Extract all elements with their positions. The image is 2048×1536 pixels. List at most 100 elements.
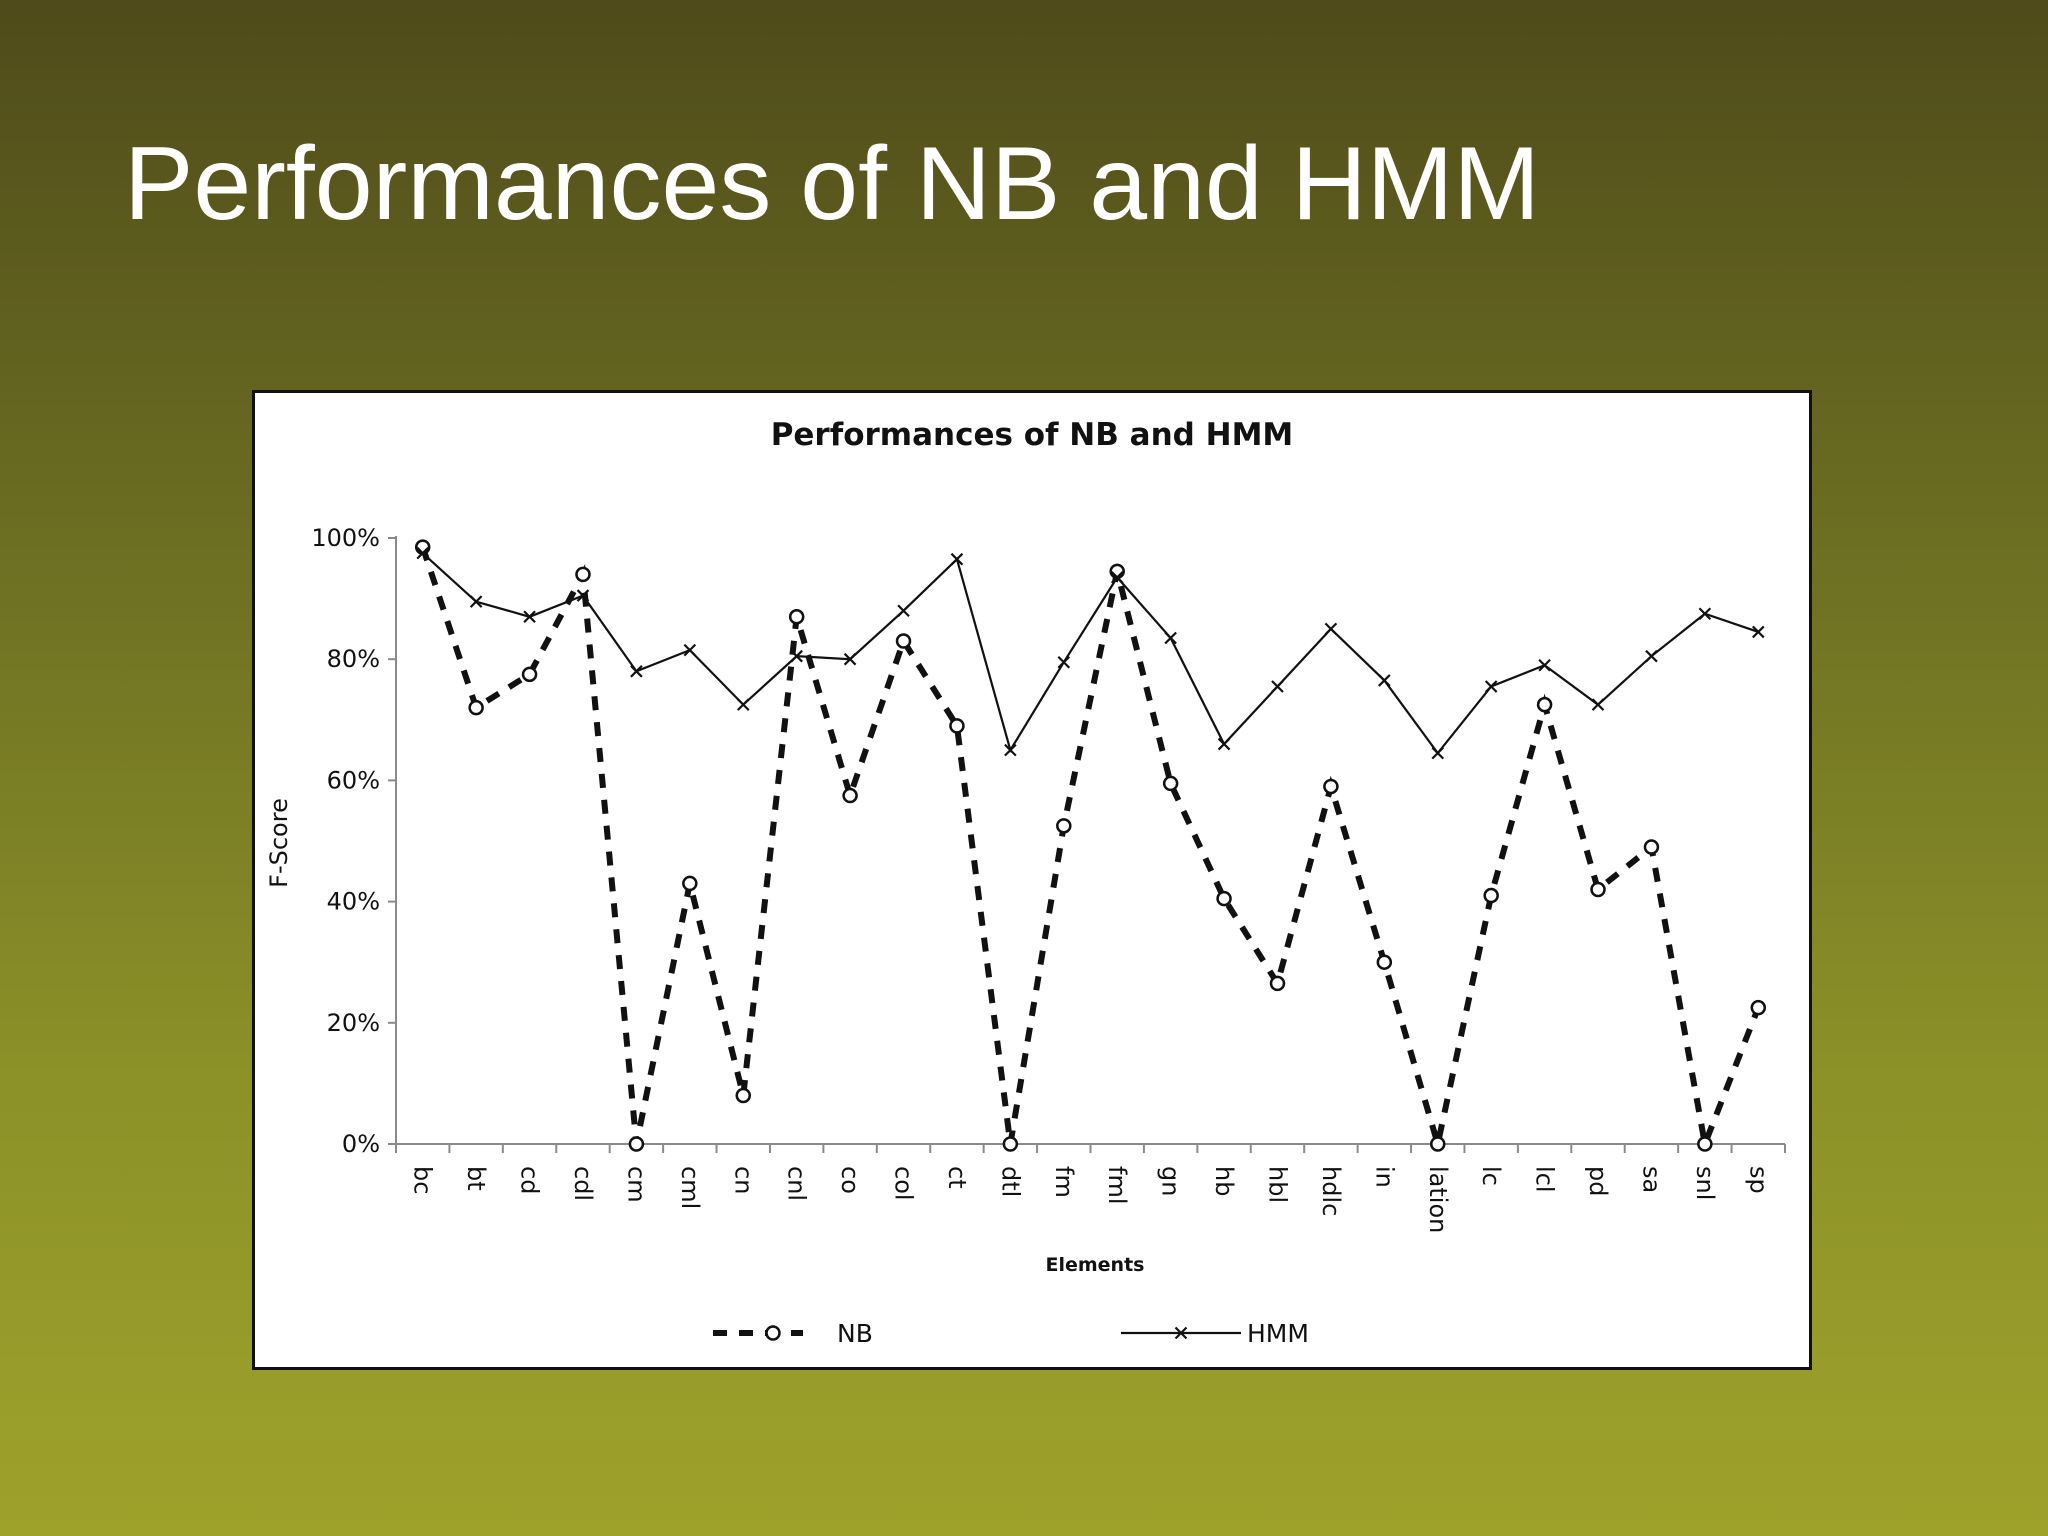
- hmm-point: [736, 698, 750, 711]
- hmm-point: [523, 610, 536, 624]
- nb-point: [788, 609, 805, 625]
- y-tick-label: 80%: [327, 645, 380, 673]
- x-tick-label: lcl: [1531, 1166, 1559, 1193]
- line-chart: Performances of NB and HMM F-Score Eleme…: [265, 417, 1786, 1348]
- hmm-point: [1698, 607, 1712, 621]
- x-tick-label: ct: [943, 1166, 971, 1189]
- x-tick-label: in: [1370, 1166, 1398, 1188]
- x-tick-label: hb: [1210, 1166, 1238, 1196]
- x-tick-label: col: [890, 1166, 918, 1201]
- y-tick-label: 40%: [327, 888, 380, 916]
- nb-point: [1697, 1136, 1713, 1152]
- chart-panel: Performances of NB and HMM F-Score Eleme…: [252, 390, 1812, 1370]
- x-tick-label: cn: [729, 1166, 757, 1194]
- x-tick-label: gn: [1157, 1166, 1185, 1196]
- nb-point: [1750, 999, 1767, 1016]
- x-tick-label: dtl: [996, 1166, 1024, 1197]
- nb-point: [1430, 1136, 1446, 1152]
- nb-point: [1643, 839, 1660, 855]
- x-tick-label: sa: [1637, 1166, 1665, 1193]
- nb-point: [735, 1087, 751, 1104]
- legend-hmm-marker: [1174, 1326, 1188, 1340]
- hmm-point: [1004, 743, 1017, 757]
- hmm-point: [416, 546, 429, 560]
- hmm-point: [1057, 655, 1071, 669]
- x-tick-label: snl: [1691, 1166, 1719, 1200]
- y-tick-label: 60%: [327, 766, 380, 794]
- legend-hmm-label: HMM: [1247, 1319, 1309, 1348]
- hmm-point: [683, 643, 697, 657]
- x-tick-label: cml: [676, 1166, 704, 1209]
- x-tick-label: bc: [409, 1166, 437, 1194]
- nb-point: [1056, 818, 1072, 834]
- hmm-point: [950, 552, 964, 566]
- x-axis-label: Elements: [1046, 1254, 1145, 1276]
- series-hmm-line: [421, 552, 1759, 755]
- y-tick-label: 0%: [342, 1130, 380, 1158]
- nb-point: [895, 633, 912, 649]
- series-nb-line: [419, 546, 1762, 1155]
- series-nb: [414, 539, 1767, 1155]
- hmm-point: [576, 589, 590, 602]
- hmm-point: [1110, 571, 1124, 584]
- hmm-point: [1591, 698, 1605, 711]
- nb-point: [575, 566, 591, 583]
- series-layer: [414, 539, 1767, 1155]
- nb-point: [1269, 975, 1286, 992]
- x-tick-label: sp: [1744, 1166, 1772, 1194]
- x-tick-label: bt: [462, 1166, 490, 1191]
- nb-point: [1376, 954, 1393, 970]
- legend-item-nb: NB: [713, 1319, 873, 1348]
- hmm-point: [790, 649, 803, 663]
- x-tick-label: hbl: [1263, 1166, 1291, 1203]
- hmm-point: [1484, 680, 1498, 693]
- x-tick-label: cm: [622, 1166, 650, 1203]
- y-tick-label: 100%: [311, 524, 380, 552]
- nb-point: [949, 718, 965, 734]
- slide-title: Performances of NB and HMM: [124, 126, 1541, 242]
- hmm-point: [1431, 746, 1445, 760]
- nb-point: [521, 666, 538, 683]
- nb-point: [1323, 778, 1339, 795]
- x-tick-label: lc: [1477, 1166, 1505, 1186]
- hmm-point: [1217, 737, 1231, 751]
- y-tick-label: 20%: [327, 1009, 380, 1037]
- hmm-point: [897, 604, 910, 617]
- series-hmm: [416, 546, 1765, 760]
- axes: 0%20%40%60%80%100%bc bt cd cdl cm cml cn cnl co c…: [311, 524, 1786, 1233]
- nb-point: [468, 699, 484, 716]
- nb-point: [1216, 890, 1232, 907]
- x-tick-label: pd: [1584, 1166, 1612, 1196]
- nb-point: [1483, 887, 1499, 904]
- x-tick-label: hdlc: [1317, 1166, 1345, 1216]
- x-tick-label: fm: [1050, 1166, 1078, 1198]
- hmm-point: [1378, 674, 1391, 687]
- nb-point: [1162, 775, 1179, 792]
- x-tick-label: lation: [1424, 1166, 1452, 1233]
- nb-point: [682, 875, 698, 892]
- x-tick-label: cd: [516, 1166, 544, 1194]
- hmm-point: [1645, 649, 1658, 663]
- hmm-point: [1538, 658, 1551, 672]
- chart-title: Performances of NB and HMM: [771, 417, 1294, 453]
- legend-nb-label: NB: [837, 1319, 873, 1348]
- y-axis-label: F-Score: [265, 798, 293, 888]
- legend: NB HMM: [713, 1319, 1309, 1348]
- x-tick-label: cdl: [569, 1166, 597, 1201]
- nb-point: [628, 1136, 645, 1152]
- hmm-point: [1164, 631, 1177, 645]
- x-tick-label: co: [836, 1166, 864, 1194]
- x-tick-label: fml: [1103, 1166, 1131, 1205]
- hmm-point: [843, 652, 857, 666]
- hmm-point: [1324, 622, 1338, 636]
- hmm-point: [630, 665, 643, 678]
- nb-point: [1536, 696, 1553, 713]
- nb-point: [1002, 1136, 1019, 1152]
- hmm-point: [1271, 680, 1284, 693]
- hmm-point: [469, 595, 483, 608]
- nb-point: [842, 787, 858, 804]
- legend-item-hmm: HMM: [1121, 1319, 1309, 1348]
- legend-nb-marker: [765, 1325, 781, 1341]
- nb-point: [1590, 881, 1606, 898]
- x-tick-label: cnl: [783, 1166, 811, 1201]
